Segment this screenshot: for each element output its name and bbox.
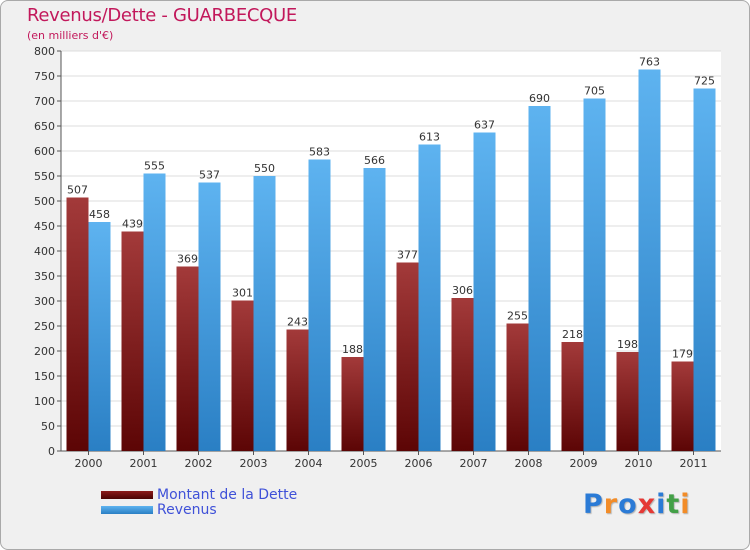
- data-label-dette: 369: [177, 253, 198, 266]
- data-label-dette: 255: [507, 310, 528, 323]
- legend-label-revenus: Revenus: [157, 501, 217, 518]
- y-tick-label: 550: [34, 170, 55, 183]
- logo-letter: t: [666, 489, 681, 520]
- y-tick-label: 150: [34, 370, 55, 383]
- data-label-revenus: 690: [529, 92, 550, 105]
- x-tick-label: 2011: [680, 457, 708, 470]
- data-label-dette: 377: [397, 249, 418, 262]
- x-tick-label: 2006: [405, 457, 433, 470]
- x-tick-label: 2001: [130, 457, 158, 470]
- legend-swatch-dette: [101, 490, 153, 499]
- x-tick-label: 2003: [240, 457, 268, 470]
- y-tick-label: 650: [34, 120, 55, 133]
- x-tick-label: 2007: [460, 457, 488, 470]
- bar-revenus: [363, 168, 386, 451]
- bar-revenus: [308, 159, 331, 451]
- legend-label-dette: Montant de la Dette: [157, 486, 298, 503]
- y-tick-label: 50: [41, 420, 55, 433]
- bar-dette: [176, 266, 199, 451]
- y-tick-label: 500: [34, 195, 55, 208]
- bar-dette: [506, 323, 529, 451]
- x-tick-label: 2004: [295, 457, 323, 470]
- bar-dette: [561, 342, 584, 451]
- bar-dette: [396, 262, 419, 451]
- data-label-revenus: 705: [584, 85, 605, 98]
- x-tick-label: 2000: [75, 457, 103, 470]
- legend-item-revenus: Revenus: [101, 501, 297, 518]
- x-tick-label: 2005: [350, 457, 378, 470]
- data-label-revenus: 566: [364, 154, 385, 167]
- data-label-revenus: 763: [639, 56, 660, 69]
- y-tick-label: 100: [34, 395, 55, 408]
- bar-revenus: [418, 144, 441, 451]
- y-tick-label: 450: [34, 220, 55, 233]
- logo-letter: x: [637, 489, 657, 520]
- y-tick-label: 0: [48, 445, 55, 458]
- chart-title: Revenus/Dette - GUARBECQUE: [27, 5, 297, 26]
- y-tick-label: 750: [34, 70, 55, 83]
- y-tick-label: 400: [34, 245, 55, 258]
- bar-dette: [231, 300, 254, 451]
- data-label-dette: 198: [617, 338, 638, 351]
- y-tick-label: 800: [34, 45, 55, 58]
- y-tick-label: 700: [34, 95, 55, 108]
- y-tick-label: 250: [34, 320, 55, 333]
- x-tick-label: 2010: [625, 457, 653, 470]
- data-label-revenus: 458: [89, 208, 110, 221]
- data-label-revenus: 725: [694, 75, 715, 88]
- data-label-revenus: 555: [144, 160, 165, 173]
- data-label-revenus: 613: [419, 131, 440, 144]
- bar-revenus: [88, 222, 111, 451]
- logo-letter: i: [656, 489, 667, 520]
- bar-dette: [616, 352, 639, 451]
- bar-revenus: [143, 173, 166, 451]
- bar-dette: [66, 197, 89, 451]
- data-label-dette: 306: [452, 284, 473, 297]
- chart-subtitle: (en milliers d'€): [27, 29, 114, 42]
- bar-revenus: [528, 106, 551, 451]
- legend-swatch-revenus: [101, 505, 153, 514]
- bar-revenus: [693, 88, 716, 451]
- logo-letter: r: [603, 489, 619, 520]
- x-tick-label: 2002: [185, 457, 213, 470]
- y-tick-label: 350: [34, 270, 55, 283]
- x-tick-label: 2009: [570, 457, 598, 470]
- bar-dette: [121, 231, 144, 451]
- data-label-dette: 218: [562, 328, 583, 341]
- data-label-revenus: 550: [254, 162, 275, 175]
- data-label-revenus: 537: [199, 169, 220, 182]
- y-tick-label: 600: [34, 145, 55, 158]
- proxiti-logo: Proxiti: [583, 489, 691, 520]
- logo-letter: i: [680, 489, 691, 520]
- data-label-dette: 301: [232, 287, 253, 300]
- data-label-dette: 439: [122, 218, 143, 231]
- logo-letter: P: [583, 489, 604, 520]
- data-label-revenus: 583: [309, 146, 330, 159]
- data-label-dette: 188: [342, 343, 363, 356]
- data-label-revenus: 637: [474, 119, 495, 132]
- bar-revenus: [473, 132, 496, 451]
- bar-revenus: [583, 98, 606, 451]
- legend: Montant de la Dette Revenus: [101, 486, 298, 518]
- bar-dette: [451, 298, 474, 451]
- y-tick-label: 300: [34, 295, 55, 308]
- logo-letter: o: [618, 489, 638, 520]
- bar-dette: [286, 329, 309, 451]
- data-label-dette: 179: [672, 348, 693, 361]
- bar-dette: [341, 357, 364, 451]
- y-tick-label: 200: [34, 345, 55, 358]
- data-label-dette: 507: [67, 184, 88, 197]
- legend-item-dette: Montant de la Dette: [101, 486, 298, 503]
- bar-dette: [671, 361, 694, 451]
- bar-revenus: [253, 176, 276, 451]
- x-tick-label: 2008: [515, 457, 543, 470]
- bar-revenus: [198, 182, 221, 451]
- bar-revenus: [638, 69, 661, 451]
- data-label-dette: 243: [287, 316, 308, 329]
